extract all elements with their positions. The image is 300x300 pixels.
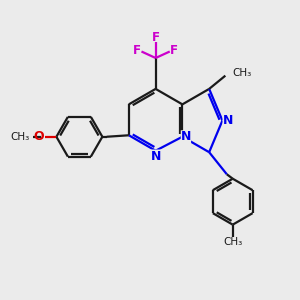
Text: O: O <box>33 130 44 143</box>
Text: N: N <box>223 114 233 127</box>
Text: CH₃: CH₃ <box>11 132 30 142</box>
Text: F: F <box>152 32 160 44</box>
Text: F: F <box>134 44 141 57</box>
Text: N: N <box>150 149 161 163</box>
Text: F: F <box>170 44 178 57</box>
Text: CH₃: CH₃ <box>233 68 252 78</box>
Text: CH₃: CH₃ <box>223 237 242 247</box>
Text: N: N <box>181 130 191 143</box>
